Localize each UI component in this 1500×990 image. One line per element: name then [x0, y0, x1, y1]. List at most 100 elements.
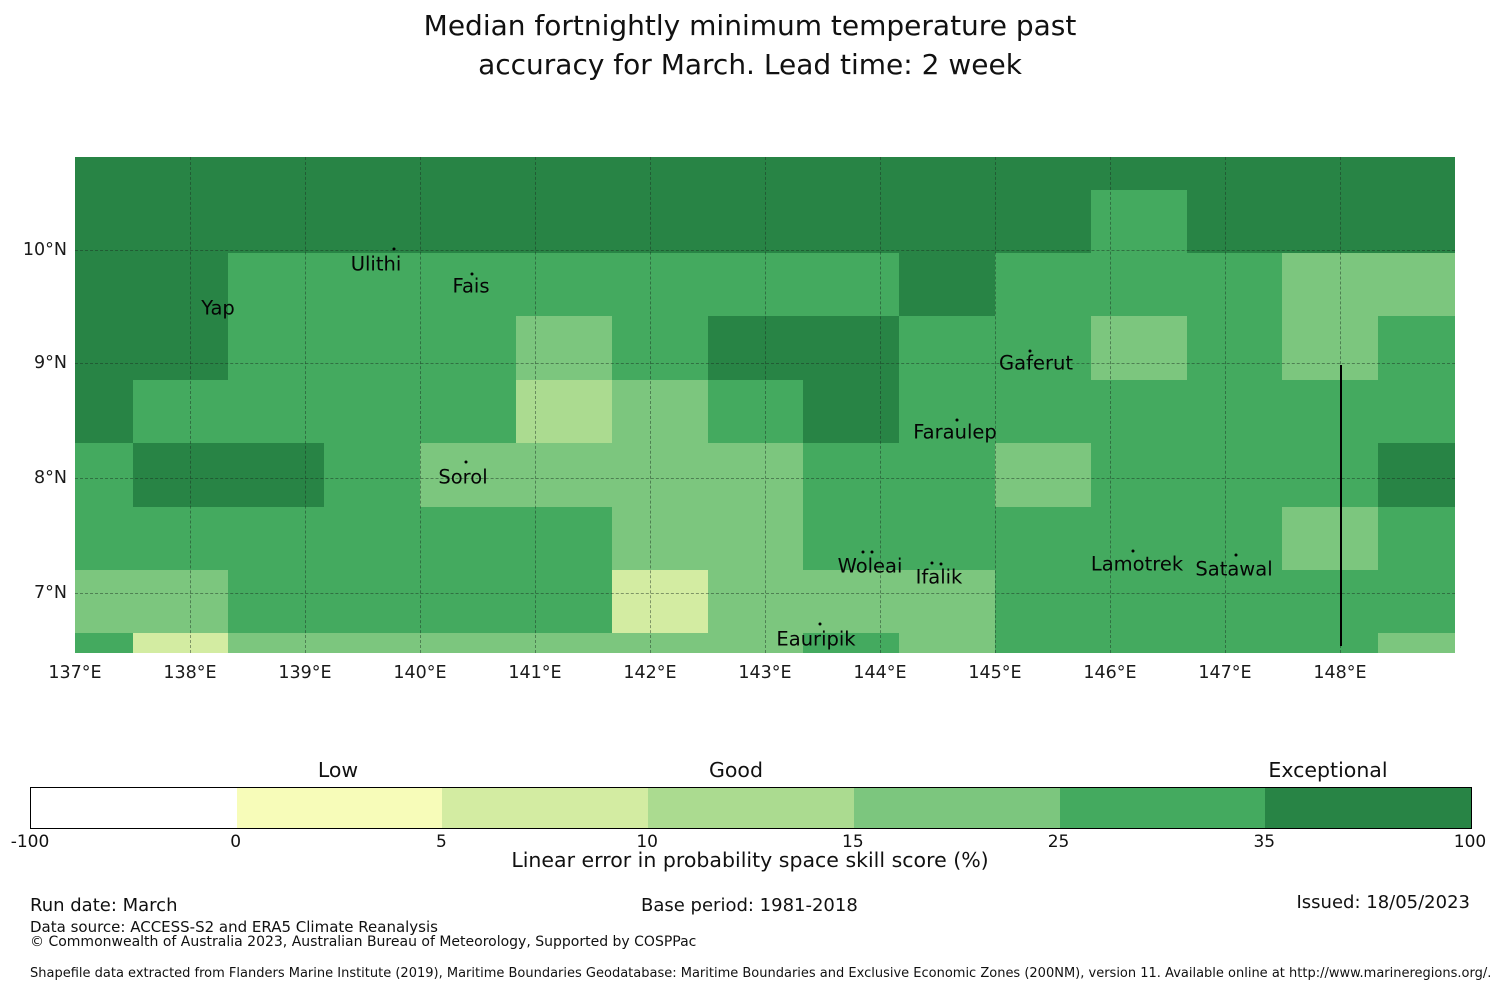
- grid-cell: [708, 316, 803, 380]
- grid-cell: [1091, 380, 1187, 443]
- grid-cell: [1282, 253, 1378, 316]
- grid-cell: [899, 253, 995, 316]
- colorbar-region-label: Good: [709, 758, 763, 782]
- grid-cell: [1282, 157, 1378, 190]
- grid-cell: [995, 190, 1091, 253]
- grid-cell: [708, 570, 803, 633]
- grid-cell: [1187, 316, 1282, 380]
- chart-title-line2: accuracy for March. Lead time: 2 week: [478, 48, 1022, 81]
- grid-cell: [228, 633, 324, 653]
- grid-cell: [803, 507, 899, 570]
- grid-cell: [516, 443, 612, 507]
- copyright-text: © Commonwealth of Australia 2023, Austra…: [30, 934, 697, 950]
- grid-cell: [1378, 380, 1455, 443]
- grid-cell: [803, 380, 899, 443]
- grid-cell: [75, 507, 133, 570]
- grid-cell: [420, 253, 516, 316]
- map-canvas: Ulithi Fais Yap Gaferut Faraulep Sorol Woleai I…: [75, 157, 1455, 653]
- colorbar-segment: [442, 788, 649, 828]
- grid-cell: [420, 190, 516, 253]
- y-axis-tick-label: 8°N: [34, 468, 67, 488]
- grid-cell: [516, 190, 612, 253]
- grid-cell: [516, 570, 612, 633]
- grid-cell: [803, 157, 899, 190]
- grid-cell: [899, 190, 995, 253]
- grid-cell: [1091, 443, 1187, 507]
- island-label-eauripik: Eauripik: [776, 627, 856, 651]
- grid-cell: [133, 380, 228, 443]
- x-axis-tick-label: 143°E: [738, 663, 792, 683]
- x-axis-tick-label: 139°E: [278, 663, 332, 683]
- latitude-gridline: [75, 250, 1455, 251]
- grid-cell: [1187, 443, 1282, 507]
- colorbar-tick-label: 25: [1047, 832, 1070, 852]
- grid-cell: [1282, 570, 1378, 633]
- island-marker-dot: [861, 550, 865, 554]
- longitude-gridline: [305, 157, 306, 653]
- grid-cell: [995, 157, 1091, 190]
- data-source-text: Data source: ACCESS-S2 and ERA5 Climate …: [30, 918, 438, 936]
- chart-title-line1: Median fortnightly minimum temperature p…: [423, 9, 1077, 42]
- grid-cell: [612, 253, 708, 316]
- grid-cell: [228, 380, 324, 443]
- grid-cell: [612, 157, 708, 190]
- grid-cell: [75, 316, 133, 380]
- grid-cell: [899, 380, 995, 443]
- grid-cell: [516, 507, 612, 570]
- grid-cell: [1282, 507, 1378, 570]
- grid-cell: [516, 253, 612, 316]
- grid-cell: [995, 253, 1091, 316]
- grid-cell: [133, 443, 228, 507]
- grid-cell: [516, 380, 612, 443]
- grid-cell: [324, 157, 420, 190]
- grid-cell: [708, 190, 803, 253]
- grid-cell: [324, 570, 420, 633]
- grid-cell: [1091, 507, 1187, 570]
- x-axis-tick-label: 142°E: [623, 663, 677, 683]
- grid-cell: [133, 157, 228, 190]
- grid-cell: [75, 380, 133, 443]
- island-marker-dot: [392, 247, 396, 251]
- grid-cell: [324, 633, 420, 653]
- colorbar-region-label: Low: [317, 758, 359, 782]
- island-label-ifalik: Ifalik: [915, 565, 963, 589]
- longitude-gridline: [880, 157, 881, 653]
- y-axis-tick-label: 10°N: [22, 240, 67, 260]
- grid-cell: [133, 253, 228, 316]
- grid-cell: [1378, 253, 1455, 316]
- colorbar-segment: [1059, 788, 1266, 828]
- grid-cell: [1187, 190, 1282, 253]
- grid-cell: [995, 443, 1091, 507]
- grid-cell: [995, 570, 1091, 633]
- grid-cell: [228, 570, 324, 633]
- x-axis-tick-label: 144°E: [853, 663, 907, 683]
- grid-cell: [612, 570, 708, 633]
- colorbar-segment: [31, 788, 237, 828]
- grid-cell: [1187, 507, 1282, 570]
- grid-cell: [420, 633, 516, 653]
- grid-cell: [899, 316, 995, 380]
- grid-cell: [1187, 570, 1282, 633]
- colorbar-segment: [853, 788, 1060, 828]
- island-marker-dot: [1234, 553, 1238, 557]
- grid-cell: [1187, 157, 1282, 190]
- grid-cell: [708, 443, 803, 507]
- grid-cell: [324, 380, 420, 443]
- grid-cell: [75, 157, 133, 190]
- island-marker-dot: [818, 622, 822, 626]
- colorbar-tick-label: 10: [636, 832, 658, 852]
- grid-cell: [133, 190, 228, 253]
- grid-cell: [133, 507, 228, 570]
- grid-cell: [612, 316, 708, 380]
- run-date-text: Run date: March: [30, 895, 178, 916]
- grid-cell: [899, 570, 995, 633]
- grid-cell: [1187, 253, 1282, 316]
- grid-cell: [516, 316, 612, 380]
- x-axis-tick-label: 147°E: [1198, 663, 1252, 683]
- grid-cell: [1187, 633, 1282, 653]
- colorbar-tick-label: 0: [230, 832, 242, 852]
- grid-cell: [1378, 633, 1455, 653]
- grid-cell: [75, 570, 133, 633]
- grid-cell: [228, 157, 324, 190]
